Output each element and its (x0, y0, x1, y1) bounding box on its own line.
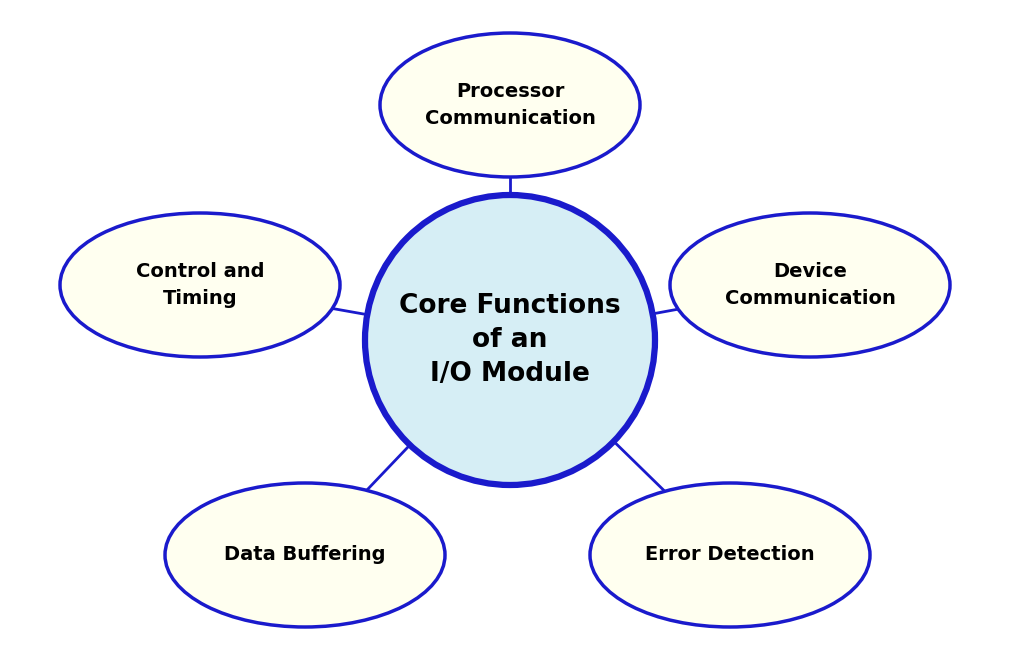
Text: Core Functions
of an
I/O Module: Core Functions of an I/O Module (399, 293, 621, 387)
Text: Error Detection: Error Detection (645, 546, 815, 564)
Text: Device
Communication: Device Communication (725, 262, 895, 307)
Ellipse shape (670, 213, 950, 357)
Ellipse shape (364, 195, 655, 485)
Ellipse shape (165, 483, 445, 627)
Ellipse shape (590, 483, 870, 627)
Ellipse shape (60, 213, 340, 357)
Text: Processor
Communication: Processor Communication (425, 82, 595, 128)
Ellipse shape (380, 33, 640, 177)
Text: Data Buffering: Data Buffering (225, 546, 386, 564)
Text: Control and
Timing: Control and Timing (136, 262, 264, 307)
